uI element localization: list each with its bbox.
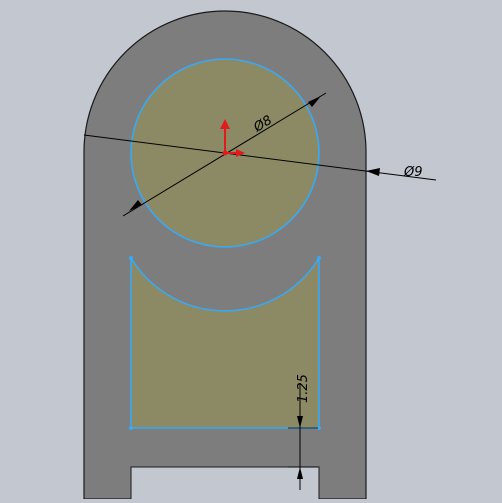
vertex-bottom-left[interactable]	[129, 426, 133, 430]
arrowhead-icon	[297, 416, 303, 428]
slot-offset-label[interactable]: 1.25	[296, 374, 311, 403]
arrowhead-icon	[366, 168, 380, 176]
origin-triad-icon	[220, 119, 245, 157]
arrowhead-icon	[129, 200, 142, 211]
vertex-top-right[interactable]	[317, 256, 321, 260]
outer-diameter-dimension[interactable]: Ø9	[83, 134, 437, 181]
arrowhead-icon	[297, 467, 303, 479]
arrowhead-icon	[308, 96, 321, 107]
vertex-bottom-right[interactable]	[317, 426, 321, 430]
outer-diameter-label[interactable]: Ø9	[403, 165, 423, 180]
slot-offset-dimension[interactable]: 1.25	[288, 374, 318, 490]
slot-sketch-region[interactable]	[130, 255, 320, 429]
vertex-top-left[interactable]	[129, 256, 133, 260]
lower-window-cutout[interactable]	[130, 466, 320, 503]
sketch-vertices[interactable]	[129, 256, 321, 430]
